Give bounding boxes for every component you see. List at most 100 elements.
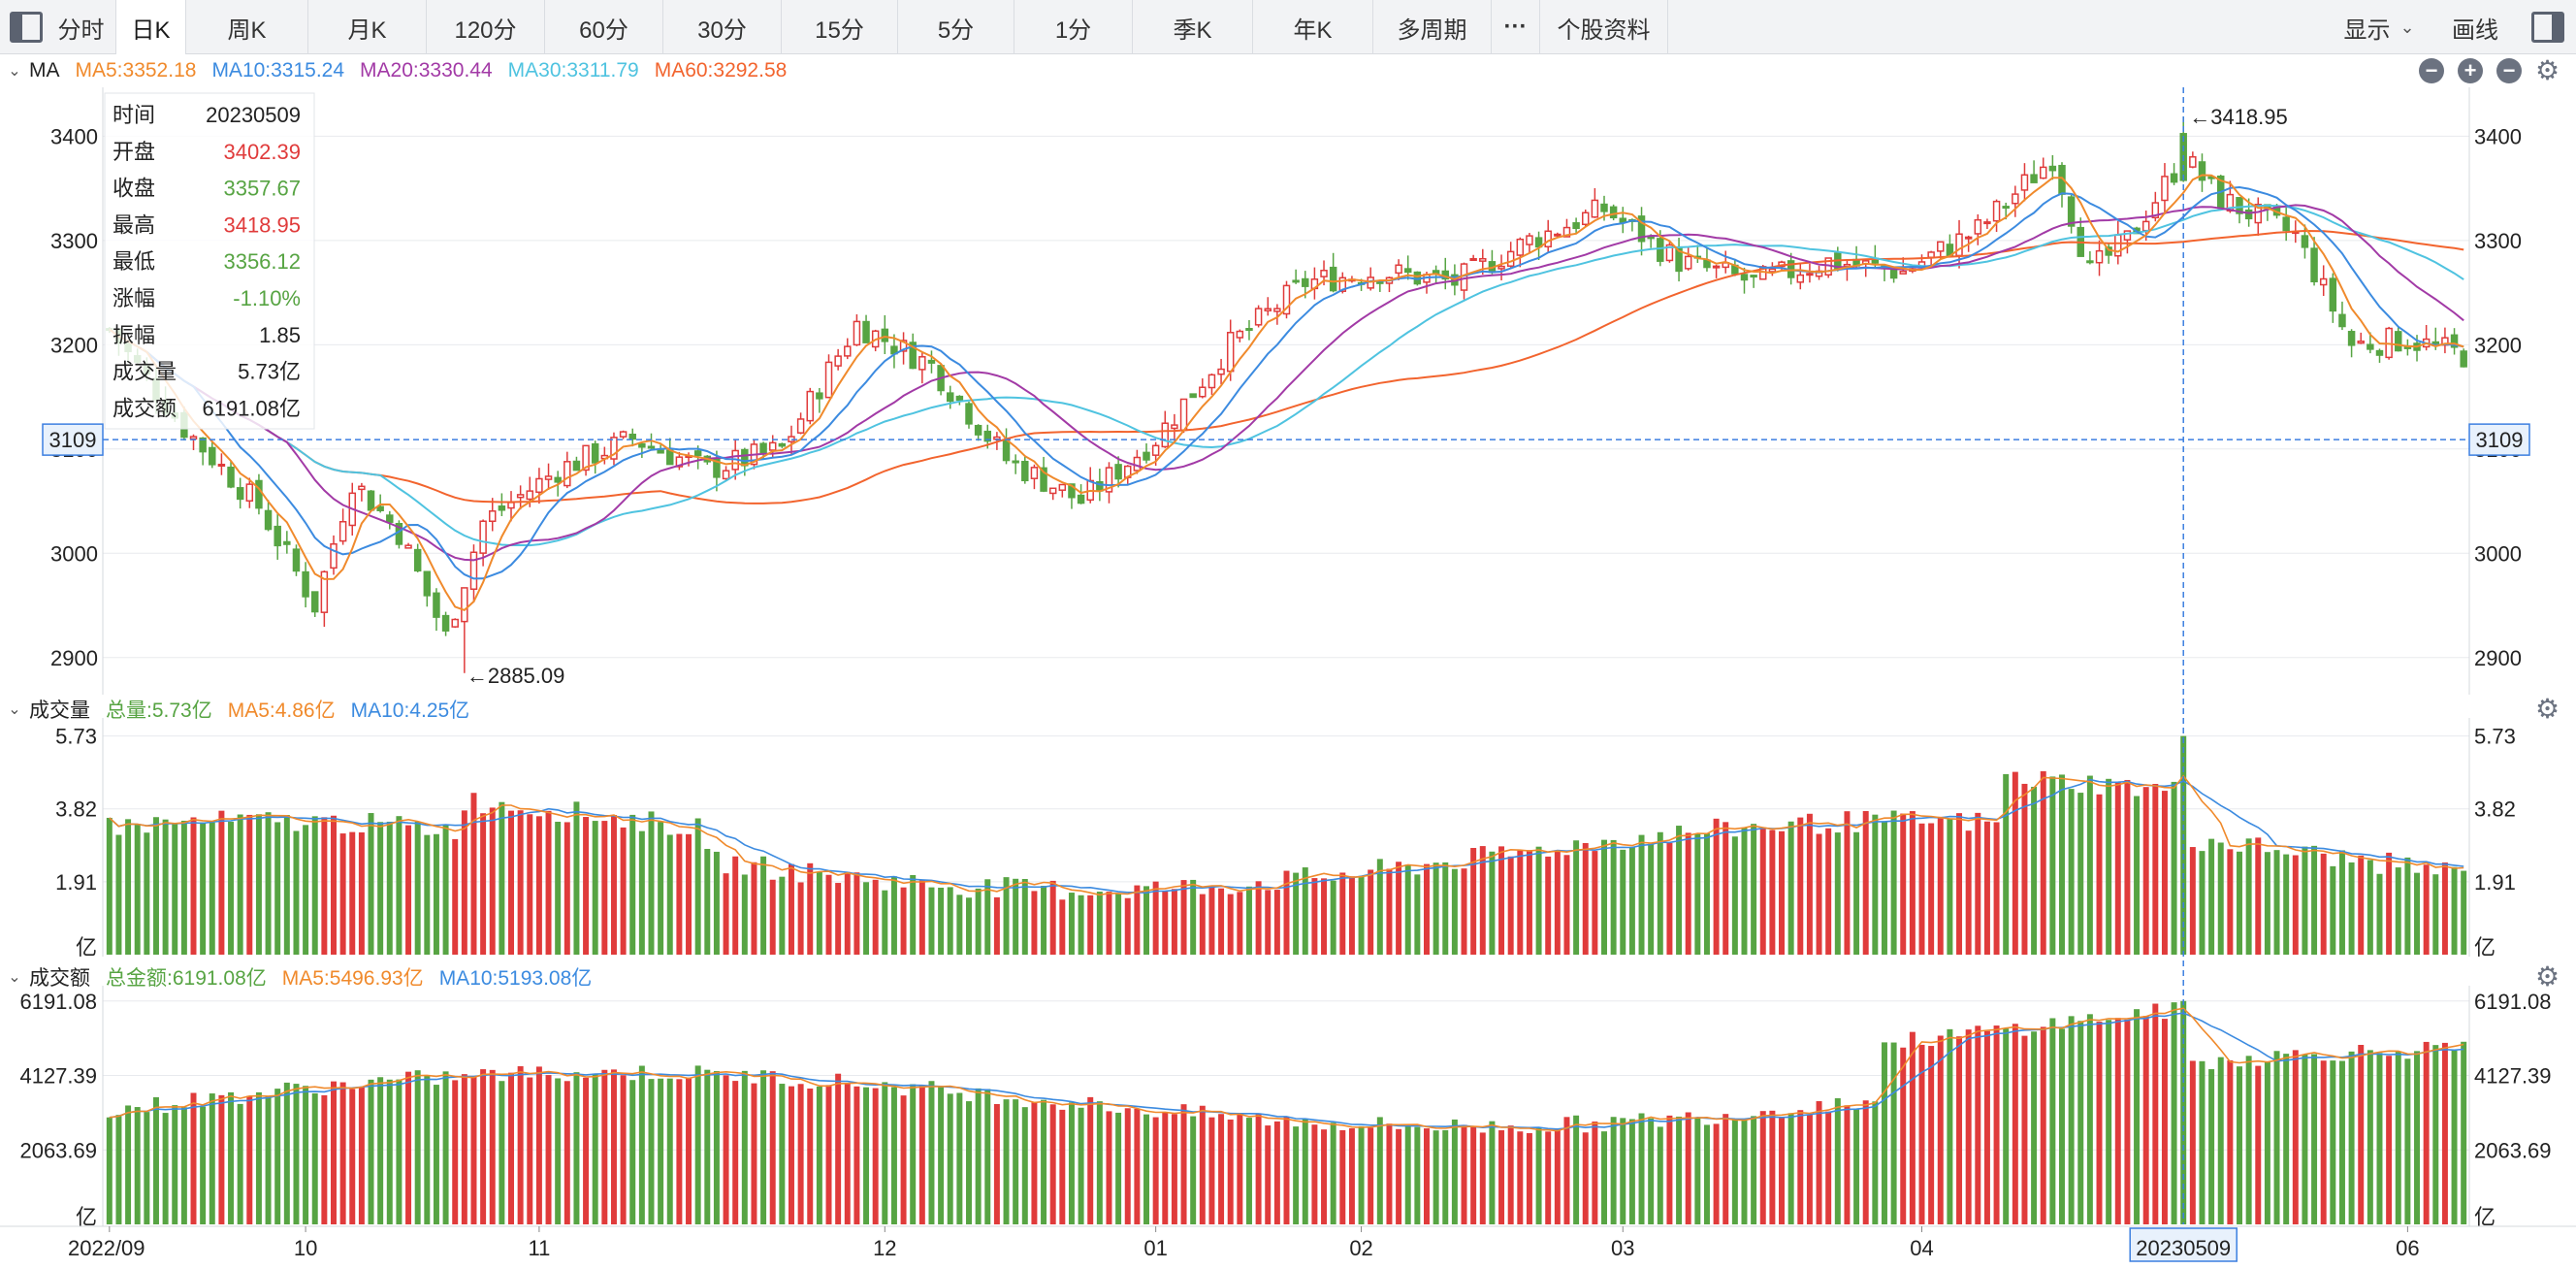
candle-body	[675, 456, 684, 468]
tab-1min[interactable]: 1分	[1014, 0, 1133, 54]
amount-bar	[200, 1106, 207, 1224]
tab-quarterly-k[interactable]: 季K	[1133, 0, 1253, 54]
amount-bar	[1573, 1115, 1580, 1224]
volume-bar	[1302, 867, 1308, 955]
amount-bar	[564, 1081, 570, 1224]
candle-body	[899, 340, 908, 352]
amount-bar	[274, 1089, 281, 1224]
unit-label: 亿	[2474, 935, 2496, 960]
volume-bar	[573, 801, 580, 955]
candle-body	[1282, 284, 1291, 315]
tab-monthly-k[interactable]: 月K	[308, 0, 427, 54]
candle-body	[816, 392, 823, 400]
zoom-in-icon[interactable]: +	[2458, 58, 2483, 83]
candle-body	[1591, 199, 1599, 218]
tab-yearly-k[interactable]: 年K	[1253, 0, 1373, 54]
x-axis-label: 2022/09	[68, 1236, 145, 1260]
high-price-annotation: ←3418.95	[2189, 105, 2288, 129]
volume-bar	[2245, 838, 2252, 955]
collapse-chevron-icon[interactable]: ⌄	[8, 63, 21, 80]
tab-weekly-k[interactable]: 周K	[186, 0, 308, 54]
tab-15min[interactable]: 15分	[782, 0, 898, 54]
candle-body	[227, 466, 235, 488]
volume-bar	[1059, 899, 1066, 955]
volume-bar	[2414, 872, 2421, 955]
amount-bar	[816, 1086, 822, 1224]
info-label: 收盘	[113, 177, 155, 201]
amount-bar	[1554, 1129, 1561, 1224]
volume-bar	[1573, 840, 1580, 955]
volume-bar	[1293, 872, 1300, 955]
candle-body	[2095, 249, 2104, 264]
volume-bar	[2395, 867, 2401, 955]
amount-bar	[2152, 1003, 2159, 1224]
ma5-legend: MA5:3352.18	[75, 59, 197, 81]
volume-bar	[1199, 894, 1206, 955]
indicator-name[interactable]: MA	[29, 59, 60, 81]
amount-bar	[1628, 1119, 1635, 1224]
settings-gear-icon[interactable]: ⚙	[2535, 694, 2560, 724]
collapse-chevron-icon[interactable]: ⌄	[8, 701, 21, 718]
volume-bar	[1003, 877, 1010, 955]
volume-tick-label: 1.91	[55, 870, 97, 895]
candle-body	[1273, 308, 1281, 312]
settings-gear-icon[interactable]: ⚙	[2535, 961, 2560, 992]
amount-bar	[134, 1107, 141, 1224]
amount-bar	[2189, 1060, 2196, 1224]
candle-body	[255, 479, 263, 509]
candle-body	[367, 490, 375, 511]
volume-bar	[1190, 879, 1197, 955]
amount-bar	[321, 1094, 328, 1224]
volume-bar	[424, 834, 431, 955]
amount-bar	[2441, 1042, 2448, 1224]
volume-bar	[900, 887, 907, 955]
volume-bar	[2302, 846, 2308, 955]
info-label: 最高	[113, 212, 155, 237]
tab-120min[interactable]: 120分	[427, 0, 545, 54]
candle-body	[2012, 193, 2019, 205]
candle-body	[209, 446, 216, 466]
zoom-out-icon[interactable]: −	[2496, 58, 2522, 83]
info-label: 涨幅	[113, 286, 155, 310]
candle-body	[2189, 155, 2197, 168]
tab-daily-k[interactable]: 日K	[116, 0, 186, 54]
info-box-background	[104, 92, 315, 430]
tab-60min[interactable]: 60分	[545, 0, 663, 54]
volume-bar	[947, 887, 953, 955]
amount-bar	[1273, 1121, 1280, 1224]
candle-body	[498, 505, 506, 511]
tab-stock-profile[interactable]: 个股资料	[1540, 0, 1668, 54]
settings-gear-icon[interactable]: ⚙	[2535, 55, 2560, 85]
volume-bar	[1424, 863, 1430, 955]
amount-tick-label: 2063.69	[2474, 1138, 2552, 1162]
minimize-icon[interactable]: −	[2419, 58, 2444, 83]
amount-bar	[900, 1095, 907, 1224]
collapse-chevron-icon[interactable]: ⌄	[8, 969, 21, 986]
amount-bar	[975, 1088, 982, 1224]
amount-bar	[853, 1086, 860, 1224]
amount-bar	[583, 1077, 590, 1224]
tab-5min[interactable]: 5分	[898, 0, 1014, 54]
amount-bar	[1265, 1125, 1272, 1224]
amount-bar	[797, 1084, 804, 1224]
left-panel-icon[interactable]	[10, 12, 43, 43]
right-panel-icon[interactable]	[2531, 12, 2564, 43]
amount-bar	[2461, 1041, 2467, 1224]
display-dropdown[interactable]: 显示 ⌄	[2326, 0, 2432, 54]
amount-bar	[872, 1088, 879, 1224]
tab-fenshi[interactable]: 分时	[47, 0, 116, 54]
volume-bar	[209, 822, 215, 955]
more-icon[interactable]: ···	[1492, 0, 1540, 54]
amount-ma10-line	[109, 1012, 2464, 1130]
tab-multi-period[interactable]: 多周期	[1373, 0, 1492, 54]
amount-bar	[610, 1069, 617, 1224]
amount-bar	[1834, 1098, 1841, 1224]
draw-line-button[interactable]: 画线	[2452, 16, 2498, 44]
tab-30min[interactable]: 30分	[663, 0, 782, 54]
volume-bar	[2441, 862, 2448, 955]
ma30-line	[109, 204, 2464, 547]
amount-bar	[2386, 1056, 2393, 1224]
volume-bar	[237, 814, 243, 955]
crosshair-price-right: 3109	[2476, 428, 2524, 452]
